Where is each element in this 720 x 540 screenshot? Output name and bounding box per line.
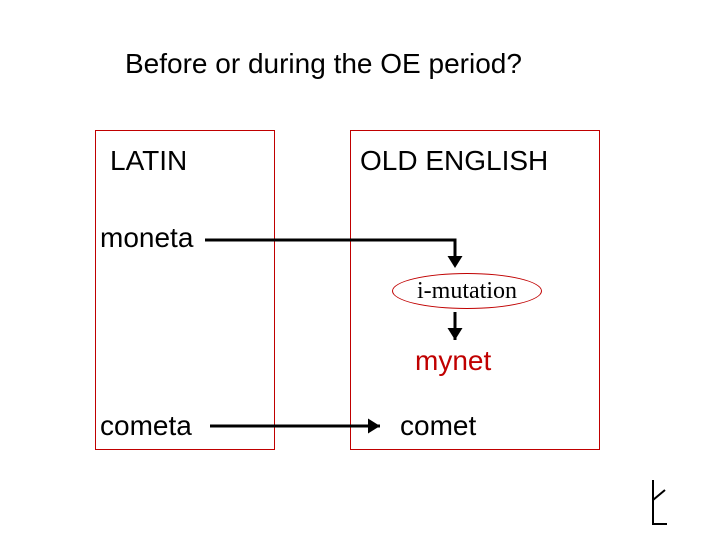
label-mynet: mynet xyxy=(415,345,491,377)
label-old-english: OLD ENGLISH xyxy=(360,145,548,177)
corner-glyph-icon xyxy=(645,478,685,528)
label-cometa: cometa xyxy=(100,410,192,442)
i-mutation-oval: i-mutation xyxy=(392,273,542,309)
label-comet: comet xyxy=(400,410,476,442)
latin-box xyxy=(95,130,275,450)
label-moneta: moneta xyxy=(100,222,193,254)
label-latin: LATIN xyxy=(110,145,187,177)
slide-title: Before or during the OE period? xyxy=(125,48,522,80)
i-mutation-text: i-mutation xyxy=(417,278,517,305)
